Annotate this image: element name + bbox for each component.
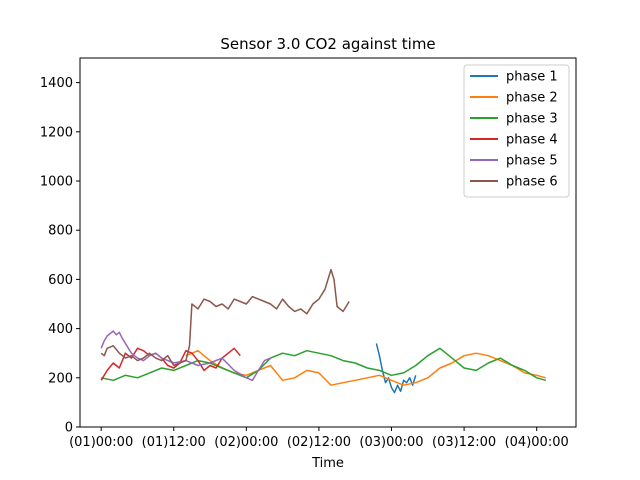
y-tick-label: 0: [65, 421, 73, 436]
x-tick-label: (03)12:00: [432, 435, 496, 450]
y-tick-label: 1000: [40, 175, 73, 190]
x-tick-label: (02)12:00: [287, 435, 351, 450]
x-tick-label: (01)00:00: [69, 435, 133, 450]
series-line-2: [185, 349, 546, 386]
y-tick-label: 1400: [40, 76, 73, 91]
legend: phase 1 phase 2 phase 3 phase 4 phase 5 phase…: [463, 64, 570, 198]
legend-label-6: phase 6: [506, 175, 558, 190]
legend-label-3: phase 3: [506, 112, 558, 127]
y-tick-label: 200: [48, 371, 73, 386]
series-line-5: [100, 330, 271, 382]
x-tick-label: (02)00:00: [214, 435, 278, 450]
legend-label-1: phase 1: [506, 70, 558, 85]
y-tick-label: 600: [48, 273, 73, 288]
legend-label-4: phase 4: [506, 133, 558, 148]
x-axis: (01)00:00 (01)12:00 (02)00:00 (02)12:00 (03)…: [69, 427, 569, 450]
x-axis-title: Time: [311, 456, 344, 471]
y-tick-label: 800: [48, 224, 73, 239]
x-tick-label: (01)12:00: [142, 435, 206, 450]
x-tick-label: (03)00:00: [359, 435, 423, 450]
y-axis: 0 200 400 600 800 1000 1200 1400: [40, 76, 80, 436]
y-tick-label: 1200: [40, 125, 73, 140]
plot-frame: [79, 57, 577, 428]
series-line-3: [101, 347, 546, 382]
legend-label-2: phase 2: [506, 91, 558, 106]
series-line-4: [100, 347, 241, 381]
series-layer: [100, 268, 546, 394]
series-line-6: [100, 268, 350, 367]
chart-title: Sensor 3.0 CO2 against time: [220, 35, 435, 53]
x-tick-label: (04)00:00: [505, 435, 569, 450]
legend-label-5: phase 5: [506, 154, 558, 169]
y-tick-label: 400: [48, 322, 73, 337]
